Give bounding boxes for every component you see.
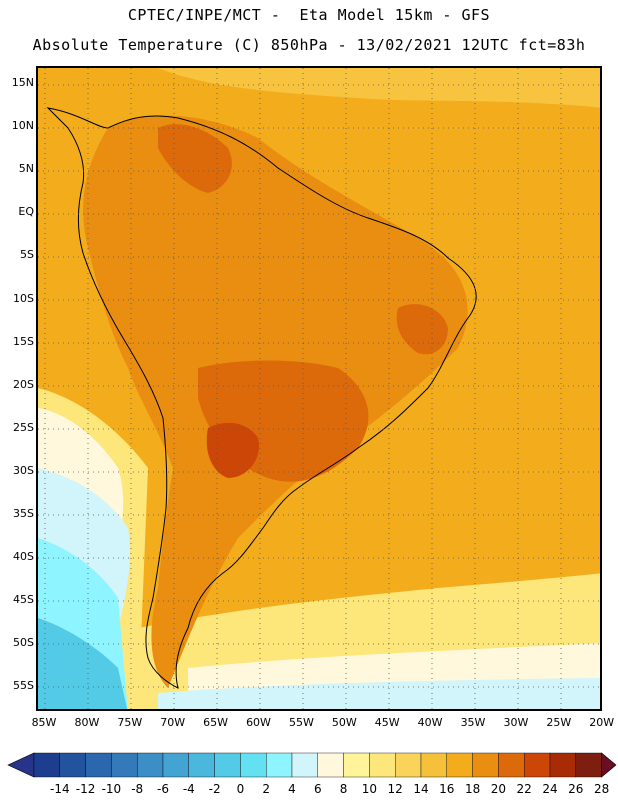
map-canvas — [38, 68, 600, 709]
map-title-line2: Absolute Temperature (C) 850hPa - 13/02/… — [32, 36, 586, 54]
colorbar-label: -14 — [49, 782, 70, 796]
colorbar-swatch — [472, 752, 499, 778]
lon-label: 45W — [374, 716, 400, 729]
lat-label: 50S — [13, 636, 34, 650]
lat-label: 5N — [18, 162, 34, 176]
lat-label: 30S — [13, 463, 34, 477]
colorbar-label: -12 — [75, 782, 96, 796]
lon-label: 20W — [589, 716, 615, 729]
colorbar-swatch — [549, 752, 576, 778]
southern-cold-band — [38, 618, 128, 709]
lon-label: 85W — [31, 716, 57, 729]
colorbar-label: 26 — [568, 782, 584, 796]
lon-label: 55W — [288, 716, 314, 729]
lat-label: 5S — [20, 248, 34, 262]
lon-label: 40W — [417, 716, 443, 729]
colorbar-swatch — [111, 752, 138, 778]
colorbar-swatch — [395, 752, 422, 778]
south-atlantic-cold-band — [158, 678, 600, 709]
colorbar-swatch — [524, 752, 551, 778]
colorbar-swatch — [343, 752, 370, 778]
lat-label: 20S — [13, 377, 34, 391]
map-title-line1: CPTEC/INPE/MCT - Eta Model 15km - GFS — [127, 6, 491, 24]
lat-label: 15S — [13, 334, 34, 348]
colorbar-label: 24 — [542, 782, 558, 796]
northern-warm-band — [158, 68, 600, 108]
coastline — [46, 107, 477, 689]
colorbar-label: 8 — [339, 782, 348, 796]
lon-label: 60W — [246, 716, 271, 729]
colorbar-swatch — [240, 752, 267, 778]
colorbar-label: 10 — [361, 782, 378, 796]
colorbar-label: 0 — [236, 782, 245, 796]
colorbar-label: 18 — [464, 782, 481, 796]
colorbar — [7, 752, 617, 778]
colorbar-swatch — [33, 752, 60, 778]
venezuela-hot-region — [158, 124, 232, 193]
lat-label: 25S — [13, 420, 34, 434]
colorbar-swatch — [420, 752, 447, 778]
colorbar-swatch — [59, 752, 86, 778]
colorbar-swatch — [136, 752, 164, 778]
colorbar-swatch — [369, 752, 396, 778]
colorbar-label: 28 — [593, 782, 610, 796]
lon-label: 70W — [160, 716, 186, 729]
lon-label: 65W — [203, 716, 229, 729]
lat-label: 10N — [11, 119, 34, 133]
temperature-map — [36, 66, 602, 711]
lon-label: 50W — [331, 716, 357, 729]
colorbar-label: -4 — [182, 782, 195, 796]
chaco-hottest-region — [206, 422, 259, 478]
colorbar-swatch — [317, 752, 344, 778]
lat-label: 10S — [13, 291, 34, 305]
colorbar-label: 16 — [439, 782, 455, 796]
lat-label: 35S — [13, 507, 34, 520]
colorbar-swatch — [214, 752, 241, 778]
colorbar-label: -6 — [157, 782, 169, 796]
colorbar-label: 2 — [262, 782, 270, 796]
lon-label: 75W — [117, 716, 143, 729]
northeast-brazil-hot-region — [396, 304, 448, 355]
colorbar-label: -10 — [101, 782, 122, 796]
colorbar-under-arrow — [7, 752, 35, 778]
lon-label: 80W — [74, 716, 100, 729]
colorbar-label: 6 — [313, 782, 322, 796]
colorbar-swatch — [266, 752, 293, 778]
colorbar-swatch — [162, 752, 189, 778]
colorbar-swatch — [188, 752, 215, 778]
colorbar-label: 14 — [413, 782, 429, 796]
colorbar-swatch — [291, 752, 318, 778]
colorbar-label: -8 — [131, 782, 144, 796]
lat-label: 15N — [11, 76, 34, 89]
colorbar-label: 22 — [516, 782, 532, 796]
colorbar-swatch — [575, 752, 602, 778]
lon-label: 25W — [546, 716, 572, 729]
colorbar-swatch — [498, 752, 525, 778]
lon-label: 30W — [503, 716, 529, 729]
lat-label: 55S — [13, 679, 34, 693]
lon-label: 35W — [460, 716, 486, 729]
colorbar-over-arrow — [601, 752, 617, 778]
colorbar-label: 12 — [387, 782, 403, 796]
colorbar-swatch — [446, 752, 473, 778]
colorbar-label: 20 — [490, 782, 507, 796]
lat-label: 40S — [13, 550, 34, 564]
lat-label: EQ — [18, 205, 34, 219]
colorbar-swatch — [85, 752, 112, 778]
lat-label: 45S — [13, 593, 34, 607]
colorbar-label: -2 — [208, 782, 221, 796]
colorbar-label: 4 — [288, 782, 296, 796]
